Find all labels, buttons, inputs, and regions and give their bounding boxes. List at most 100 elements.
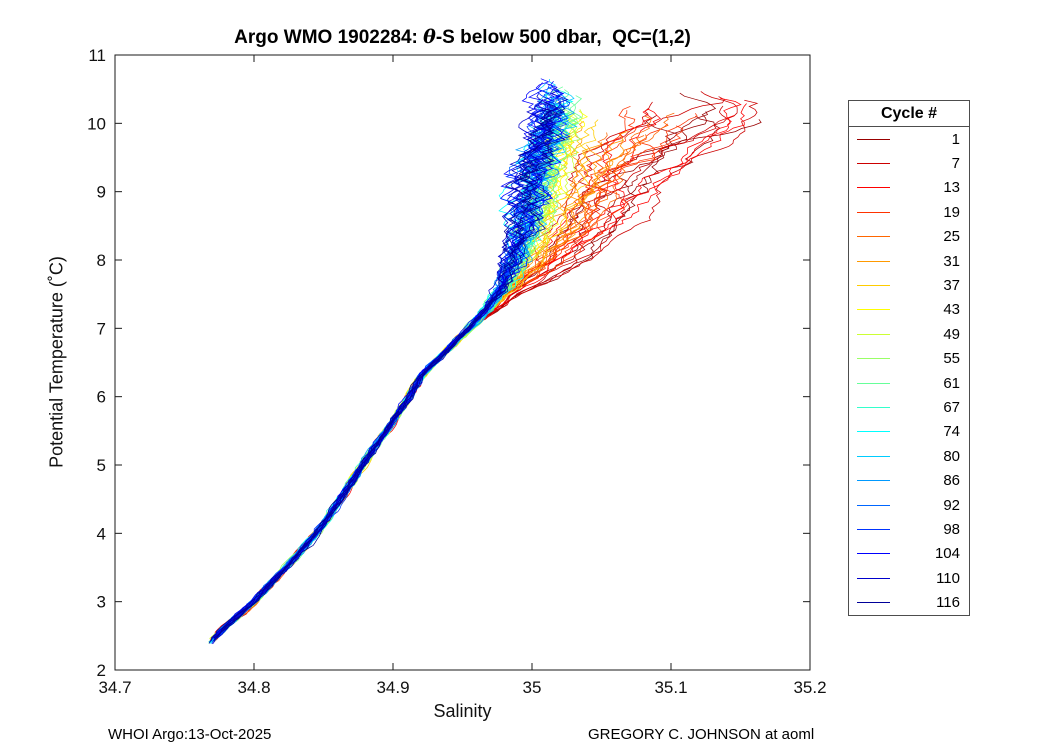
legend-item: 43	[849, 298, 969, 322]
legend-item-label: 7	[951, 155, 960, 173]
legend-item-label: 25	[943, 228, 960, 246]
legend-item: 98	[849, 517, 969, 541]
legend-line-sample	[857, 163, 890, 165]
chart-title-suffix: -S below 500 dbar, QC=(1,2)	[435, 27, 691, 48]
legend-item: 25	[849, 225, 969, 249]
legend-item: 7	[849, 151, 969, 175]
profile-line-cycle-98	[219, 98, 550, 635]
axes-box	[114, 54, 811, 671]
profile-line-cycle-19	[216, 125, 684, 637]
profile-line-cycle-61	[208, 106, 571, 643]
legend-item: 1	[849, 127, 969, 151]
profile-line-cycle-92	[212, 112, 557, 643]
y-tick-label: 2	[97, 661, 106, 680]
legend-item-label: 104	[934, 545, 960, 563]
profile-line-cycle-104	[214, 78, 558, 639]
profile-line-cycle-86	[210, 92, 570, 641]
profile-line-cycle-92	[210, 108, 560, 641]
profile-line-cycle-49	[213, 117, 568, 641]
legend-item: 110	[849, 566, 969, 590]
credit-left: WHOI Argo:13-Oct-2025	[108, 726, 272, 743]
legend-item-label: 49	[943, 325, 960, 343]
x-tick-label: 34.9	[376, 678, 409, 697]
legend-line-sample	[857, 236, 890, 238]
legend-item: 61	[849, 371, 969, 395]
legend-item-label: 37	[943, 277, 960, 295]
profile-line-cycle-61	[213, 89, 583, 641]
theta-symbol: θ	[423, 26, 436, 48]
profile-line-cycle-98	[211, 84, 562, 645]
y-tick-label: 6	[97, 388, 106, 407]
legend-item: 92	[849, 493, 969, 517]
legend-line-sample	[857, 480, 890, 482]
legend-line-sample	[857, 211, 890, 213]
legend-item: 80	[849, 444, 969, 468]
legend-line-sample	[857, 382, 890, 384]
profile-line-cycle-67	[219, 104, 563, 634]
legend-item-label: 110	[936, 569, 960, 587]
profile-line-cycle-13	[209, 108, 653, 642]
profile-line-cycle-86	[219, 113, 561, 634]
profile-line-cycle-80	[214, 101, 555, 637]
legend-line-sample	[857, 309, 890, 311]
legend-line-sample	[857, 260, 890, 262]
legend-line-sample	[857, 504, 890, 506]
profile-line-cycle-25	[220, 135, 645, 634]
profile-line-cycle-110	[210, 93, 555, 642]
profile-line-cycle-55	[215, 106, 571, 640]
legend-item-label: 43	[943, 301, 960, 319]
profile-line-cycle-1	[213, 119, 762, 643]
legend-item-label: 31	[943, 252, 960, 270]
profile-line-cycle-110	[213, 100, 554, 639]
legend-item-label: 116	[936, 594, 960, 612]
x-axis-label: Salinity	[433, 701, 492, 721]
profile-line-cycle-104	[213, 82, 562, 640]
legend-item: 116	[849, 590, 969, 614]
y-tick-label: 7	[97, 319, 106, 338]
y-axis-label: Potential Temperature (˚C)	[46, 256, 67, 468]
profile-line-cycle-67	[214, 104, 562, 640]
profile-line-cycle-25	[217, 134, 648, 636]
legend-line-sample	[857, 406, 890, 408]
profile-line-cycle-74	[210, 108, 556, 644]
legend-line-sample	[857, 138, 890, 140]
profile-line-cycle-110	[212, 86, 569, 645]
chart-title: Argo WMO 1902284: θ-S below 500 dbar, QC…	[115, 26, 810, 49]
profile-line-cycle-13	[210, 108, 661, 639]
credit-right: GREGORY C. JOHNSON at aoml	[588, 726, 815, 743]
profile-line-cycle-49	[218, 126, 569, 635]
profile-line-cycle-55	[214, 112, 564, 642]
y-tick-label: 9	[97, 183, 106, 202]
legend-item: 67	[849, 395, 969, 419]
legend-line-sample	[857, 528, 890, 530]
profile-line-cycle-110	[212, 100, 563, 637]
legend-item-label: 19	[943, 203, 960, 221]
x-tick-label: 34.8	[237, 678, 270, 697]
y-tick-label: 8	[97, 251, 106, 270]
legend-line-sample	[857, 431, 890, 433]
legend-line-sample	[857, 285, 890, 287]
legend-line-sample	[857, 358, 890, 360]
legend-line-sample	[857, 602, 890, 604]
profile-line-cycle-98	[218, 90, 571, 635]
profile-line-cycle-74	[213, 106, 557, 636]
legend-item-label: 1	[951, 130, 960, 148]
y-tick-label: 5	[97, 456, 106, 475]
y-tick-label: 11	[88, 46, 106, 65]
legend-item-label: 13	[943, 179, 960, 197]
legend-item: 31	[849, 249, 969, 273]
legend-item: 37	[849, 273, 969, 297]
profile-line-cycle-92	[215, 102, 566, 639]
x-tick-label: 34.7	[98, 678, 131, 697]
y-tick-label: 4	[97, 524, 106, 543]
legend-item-label: 86	[943, 472, 960, 490]
x-tick-label: 35	[523, 678, 542, 697]
legend-item-label: 92	[943, 496, 960, 514]
legend-item-label: 55	[943, 350, 960, 368]
profile-line-cycle-1	[217, 111, 709, 635]
profile-line-cycle-19	[214, 123, 668, 638]
legend-line-sample	[857, 553, 890, 555]
profile-lines	[208, 78, 762, 645]
x-tick-label: 35.2	[793, 678, 826, 697]
